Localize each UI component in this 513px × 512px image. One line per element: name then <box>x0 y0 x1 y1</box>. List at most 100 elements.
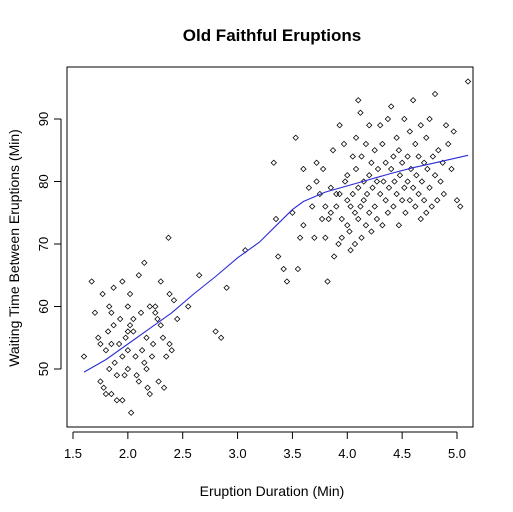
data-point <box>409 184 417 191</box>
data-point <box>435 147 442 154</box>
data-point <box>324 278 331 285</box>
data-point <box>296 234 304 241</box>
data-point <box>357 203 364 210</box>
data-point <box>149 340 157 348</box>
data-point <box>401 184 408 191</box>
data-point <box>143 334 150 341</box>
data-point <box>431 90 439 98</box>
data-point <box>127 409 135 416</box>
data-point <box>292 134 299 141</box>
data-point <box>335 240 342 248</box>
data-point <box>152 303 159 310</box>
data-point <box>119 397 126 404</box>
data-point <box>157 278 164 285</box>
data-point <box>390 153 397 160</box>
data-point <box>434 197 441 204</box>
data-point <box>126 290 134 298</box>
data-point <box>355 97 362 104</box>
data-point <box>166 340 173 348</box>
data-point <box>110 284 117 291</box>
data-point <box>166 290 173 298</box>
data-point <box>426 184 433 191</box>
data-point <box>119 278 126 285</box>
data-point <box>270 159 277 166</box>
data-point <box>322 203 329 210</box>
data-point <box>395 222 403 229</box>
data-point <box>148 353 156 360</box>
data-point <box>369 184 376 191</box>
data-point <box>404 153 411 160</box>
data-point <box>106 365 113 373</box>
data-point <box>329 147 337 154</box>
data-point <box>352 134 360 141</box>
data-point <box>393 134 400 141</box>
data-point <box>141 259 148 266</box>
x-tick-label: 2.5 <box>174 446 192 461</box>
data-point <box>102 347 110 354</box>
data-point <box>377 122 384 129</box>
data-point <box>170 297 178 304</box>
data-point <box>417 215 424 223</box>
data-point <box>362 140 370 148</box>
data-point <box>212 328 219 335</box>
x-tick-label: 3.5 <box>283 446 301 461</box>
x-tick-label: 4.0 <box>338 446 356 461</box>
y-axis-label: Waiting Time Between Eruptions (Min) <box>6 129 22 367</box>
data-point <box>333 190 340 198</box>
data-point <box>135 378 142 385</box>
data-points <box>80 78 472 416</box>
data-point <box>159 334 167 341</box>
data-point <box>91 309 99 316</box>
data-point <box>398 159 406 166</box>
data-point <box>119 353 126 360</box>
data-point <box>318 215 326 223</box>
data-point <box>349 153 356 160</box>
data-point <box>379 140 386 148</box>
data-point <box>384 115 392 123</box>
data-point <box>99 290 106 298</box>
data-point <box>429 153 437 160</box>
data-point <box>445 140 452 148</box>
data-point <box>409 97 417 104</box>
data-point <box>358 234 365 241</box>
data-point <box>330 253 338 260</box>
x-axis-label: Eruption Duration (Min) <box>200 483 345 499</box>
data-point <box>437 178 444 185</box>
data-point <box>363 190 371 198</box>
data-point <box>448 165 455 173</box>
data-point <box>404 178 411 185</box>
data-point <box>418 178 426 185</box>
data-point <box>106 303 113 310</box>
data-point <box>146 390 153 398</box>
data-point <box>110 322 117 329</box>
data-point <box>157 322 164 329</box>
data-point <box>373 178 381 185</box>
data-point <box>415 190 422 198</box>
data-point <box>108 309 115 316</box>
data-point <box>325 215 332 223</box>
data-point <box>464 78 472 85</box>
data-point <box>163 353 170 360</box>
data-point <box>379 222 386 229</box>
data-point <box>406 128 413 135</box>
data-point <box>272 215 280 223</box>
data-point <box>360 197 367 204</box>
data-point <box>338 215 345 223</box>
y-tick-label: 90 <box>36 112 51 126</box>
data-point <box>366 209 373 216</box>
data-point <box>95 334 102 341</box>
data-point <box>344 172 351 179</box>
data-point <box>382 159 389 166</box>
data-point <box>413 172 420 179</box>
data-point <box>368 159 375 166</box>
chart-title: Old Faithful Eruptions <box>183 26 361 45</box>
data-point <box>124 365 132 373</box>
data-point <box>130 328 137 335</box>
data-point <box>174 315 181 323</box>
data-point <box>309 203 316 210</box>
data-point <box>358 153 365 160</box>
data-point <box>374 165 382 173</box>
data-point <box>155 378 162 385</box>
